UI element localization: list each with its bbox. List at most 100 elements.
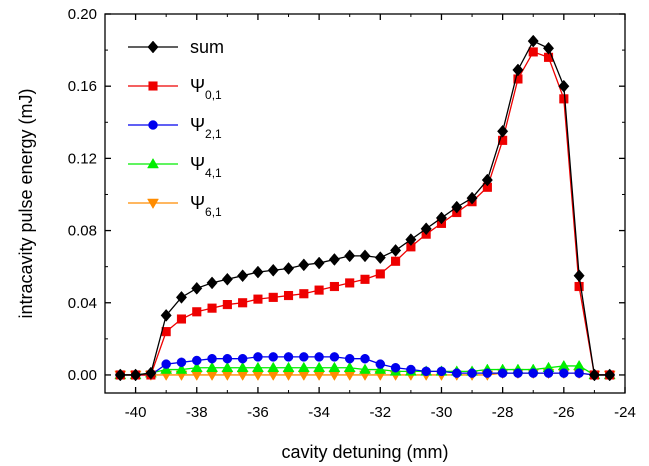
legend-label-main: sum xyxy=(190,37,224,57)
x-tick-label: -26 xyxy=(553,404,575,421)
data-point xyxy=(360,274,370,284)
data-point xyxy=(406,364,416,375)
legend-label: Ψ4,1 xyxy=(190,154,222,180)
legend-marker xyxy=(147,40,159,54)
legend-label: sum xyxy=(190,37,224,57)
y-tick-label: 0.20 xyxy=(68,6,97,23)
data-point xyxy=(252,370,264,381)
legend-entry: Ψ6,1 xyxy=(128,193,222,219)
data-point xyxy=(435,211,448,225)
data-point xyxy=(375,359,386,369)
data-point xyxy=(343,361,356,372)
x-tick-label: -38 xyxy=(186,404,208,421)
y-tick-label: 0.08 xyxy=(68,223,97,240)
data-point xyxy=(268,352,278,362)
legend-marker xyxy=(148,120,158,130)
data-point xyxy=(222,353,233,364)
data-point xyxy=(283,290,294,301)
data-point xyxy=(328,370,341,381)
data-point xyxy=(374,251,386,265)
data-point xyxy=(206,361,218,372)
data-point xyxy=(145,366,157,380)
data-point xyxy=(405,233,417,246)
data-point xyxy=(253,352,263,362)
data-point xyxy=(436,366,447,377)
legend-label-main: Ψ xyxy=(190,193,205,213)
legend-label: Ψ6,1 xyxy=(190,193,222,219)
legend-label-subscript: 2,1 xyxy=(205,127,222,141)
data-point xyxy=(192,307,202,317)
plot-frame xyxy=(104,13,626,394)
data-point xyxy=(513,368,523,378)
data-point xyxy=(175,290,188,304)
data-point xyxy=(313,256,325,270)
legend-label-main: Ψ xyxy=(190,115,205,135)
data-point xyxy=(206,276,218,290)
legend-marker xyxy=(147,198,159,209)
data-point xyxy=(282,370,295,381)
data-point xyxy=(238,298,248,308)
data-point xyxy=(313,370,326,381)
x-tick-label: -40 xyxy=(125,404,147,421)
data-point xyxy=(176,357,187,368)
data-point xyxy=(299,352,309,362)
x-tick-label: -28 xyxy=(492,404,514,421)
data-point xyxy=(512,63,524,77)
data-point xyxy=(329,281,339,292)
legend-label-main: Ψ xyxy=(190,154,205,174)
data-point xyxy=(542,41,555,55)
data-point xyxy=(191,281,203,295)
legend-label: Ψ0,1 xyxy=(190,76,222,102)
data-point xyxy=(314,352,324,362)
data-point xyxy=(574,281,584,292)
data-point xyxy=(252,265,264,279)
data-point xyxy=(175,363,188,374)
data-point xyxy=(452,368,462,378)
data-point xyxy=(252,361,264,372)
data-point xyxy=(299,289,309,299)
legend-entry: Ψ0,1 xyxy=(128,76,222,102)
data-point xyxy=(604,368,616,382)
series-line xyxy=(120,51,610,376)
data-point xyxy=(528,368,538,378)
data-point xyxy=(176,314,187,324)
data-point xyxy=(391,256,401,266)
x-tick-label: -24 xyxy=(614,404,636,421)
data-point xyxy=(161,359,171,369)
data-point xyxy=(573,269,585,283)
data-point xyxy=(482,368,493,378)
data-point xyxy=(329,352,340,362)
data-point xyxy=(360,353,370,364)
data-point xyxy=(467,368,477,378)
x-tick-label: -36 xyxy=(247,404,269,421)
data-point xyxy=(344,249,356,263)
data-point xyxy=(359,363,371,374)
legend-label-main: Ψ xyxy=(190,76,205,96)
legend-marker xyxy=(147,158,159,169)
data-point xyxy=(497,124,509,138)
y-tick-label: 0.16 xyxy=(68,78,97,95)
data-point xyxy=(190,370,203,381)
series-1 xyxy=(115,47,615,380)
data-point xyxy=(221,272,233,286)
data-point xyxy=(390,362,401,373)
series-layer xyxy=(114,34,616,382)
data-point xyxy=(236,370,249,381)
data-point xyxy=(206,370,218,381)
x-tick-label: -30 xyxy=(431,404,453,421)
x-tick-label: -34 xyxy=(308,404,330,421)
y-tick-label: 0.12 xyxy=(68,150,97,167)
data-point xyxy=(558,79,570,93)
series-0 xyxy=(114,34,616,382)
legend-label-subscript: 0,1 xyxy=(205,88,222,102)
chart-axes: -40 -38 -36 -34 -32 -30 -28 -26 -24 0.00 0.04 0.08 0… xyxy=(68,6,636,421)
y-axis-title: intracavity pulse energy (mJ) xyxy=(16,88,36,318)
data-point xyxy=(328,361,341,372)
data-point xyxy=(221,361,234,372)
data-point xyxy=(237,353,248,364)
data-point xyxy=(207,303,217,313)
data-point xyxy=(221,370,234,381)
data-point xyxy=(282,361,295,372)
data-point xyxy=(343,370,356,381)
